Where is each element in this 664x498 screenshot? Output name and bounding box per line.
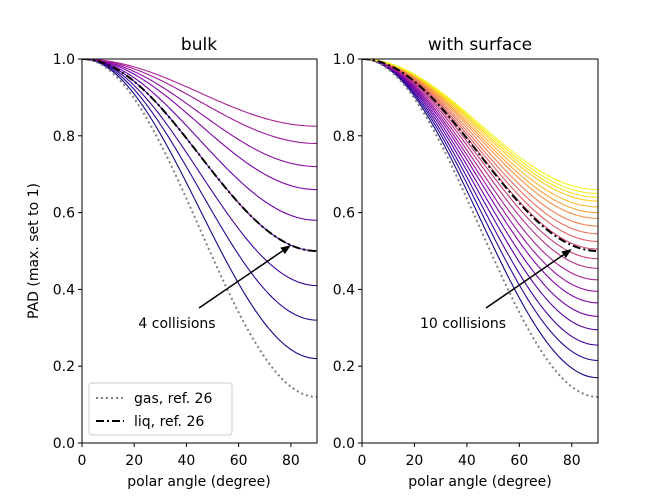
x-tick-label: 60 [230, 453, 248, 469]
y-tick-label: 0.8 [333, 129, 355, 145]
x-tick-label: 40 [458, 453, 476, 469]
x-tick-label: 0 [78, 453, 87, 469]
x-axis-label-bulk: polar angle (degree) [127, 474, 270, 490]
collision-curve-with-surface-2 [362, 59, 598, 361]
collision-curve-bulk-5 [82, 59, 317, 221]
y-tick-label: 0.0 [53, 436, 75, 452]
annotation-text-with-surface: 10 collisions [420, 316, 506, 332]
panel-bulk: bulk 0.0 0.2 0.4 0.6 0.8 1.0 0 20 40 60 80 polar … [26, 35, 318, 490]
collision-curve-with-surface-3 [362, 59, 598, 346]
collision-curve-with-surface-21 [362, 59, 598, 191]
x-tick-label: 0 [358, 453, 367, 469]
collision-curve-bulk-2 [82, 59, 317, 321]
y-tick-label: 0.0 [333, 436, 355, 452]
collision-curve-with-surface-4 [362, 59, 598, 331]
y-tick-label: 0.8 [53, 129, 75, 145]
x-tick-label: 20 [406, 453, 424, 469]
collision-curve-with-surface-8 [362, 59, 598, 281]
collision-curve-with-surface-6 [362, 59, 598, 304]
axes-frame-with-surface [361, 58, 599, 444]
annotation-arrowhead-bulk [280, 245, 291, 255]
y-tick-label: 1.0 [333, 52, 355, 68]
x-ticks-with-surface: 0 20 40 60 80 [358, 443, 581, 469]
collision-curve-with-surface-5 [362, 59, 598, 317]
collision-curve-bulk-7 [82, 59, 317, 168]
y-ticks-with-surface: 0.0 0.2 0.4 0.6 0.8 1.0 [333, 52, 362, 452]
gas-ref-curve-with-surface [362, 59, 598, 398]
x-ticks-bulk: 0 20 40 60 80 [78, 443, 300, 469]
curves-bulk [82, 59, 317, 398]
axes-frame-bulk [81, 58, 318, 444]
collision-curve-bulk-6 [82, 59, 317, 191]
x-axis-label-with-surface: polar angle (degree) [408, 474, 551, 490]
collision-curve-with-surface-7 [362, 59, 598, 292]
panel-title-bulk: bulk [181, 35, 217, 55]
collision-curve-bulk-1 [82, 59, 317, 360]
y-tick-label: 0.2 [53, 359, 75, 375]
y-tick-label: 0.4 [53, 282, 75, 298]
annotation-bulk: 4 collisions [138, 245, 291, 332]
legend-box [88, 382, 233, 436]
legend: gas, ref. 26 liq, ref. 26 [88, 382, 233, 436]
annotation-with-surface: 10 collisions [420, 249, 572, 332]
y-axis-label: PAD (max. set to 1) [26, 183, 42, 319]
curves-with-surface [362, 59, 598, 398]
collision-curve-bulk-8 [82, 59, 317, 145]
x-tick-label: 40 [178, 453, 196, 469]
y-tick-label: 0.4 [333, 282, 355, 298]
annotation-arrow-with-surface [485, 254, 564, 309]
annotation-arrowhead-with-surface [561, 249, 572, 259]
x-tick-label: 80 [282, 453, 300, 469]
collision-curve-bulk-9 [82, 59, 317, 127]
legend-label-gas: gas, ref. 26 [134, 391, 212, 407]
gas-ref-curve-bulk [82, 59, 317, 398]
panel-with-surface: with surface 0.0 0.2 0.4 0.6 0.8 1.0 0 20 40 60 8… [333, 35, 599, 490]
annotation-text-bulk: 4 collisions [138, 316, 215, 332]
y-ticks-bulk: 0.0 0.2 0.4 0.6 0.8 1.0 [53, 52, 82, 452]
annotation-arrow-bulk [198, 250, 284, 309]
y-tick-label: 0.2 [333, 359, 355, 375]
y-tick-label: 0.6 [53, 206, 75, 222]
panel-title-with-surface: with surface [428, 35, 532, 55]
liq-ref-curve-bulk [82, 59, 317, 252]
legend-label-liq: liq, ref. 26 [134, 414, 204, 430]
y-tick-label: 0.6 [333, 206, 355, 222]
x-tick-label: 60 [510, 453, 528, 469]
x-tick-label: 80 [563, 453, 581, 469]
collision-curve-bulk-3 [82, 59, 317, 287]
x-tick-label: 20 [125, 453, 143, 469]
liq-ref-curve-with-surface [362, 59, 598, 252]
y-tick-label: 1.0 [53, 52, 75, 68]
